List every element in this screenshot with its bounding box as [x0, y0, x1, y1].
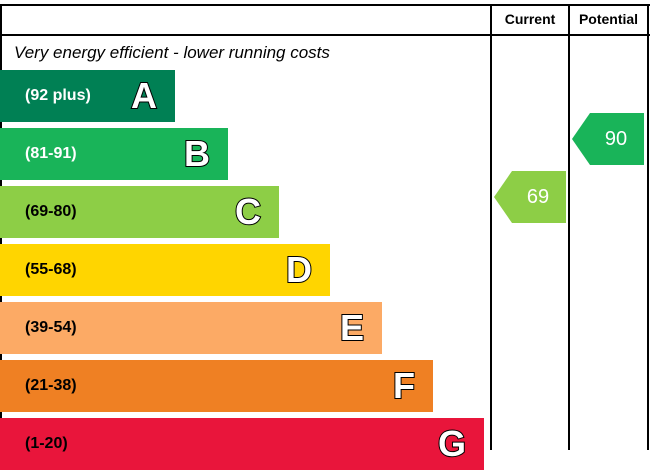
- current-rating-arrow: 69: [494, 171, 566, 223]
- band-g-range: (1-20): [25, 435, 68, 452]
- potential-rating-arrow: 90: [572, 113, 644, 165]
- band-e-range: (39-54): [25, 319, 77, 336]
- band-c-letter: C: [234, 190, 262, 233]
- current-rating-value: 69: [526, 186, 550, 208]
- band-g-letter: G: [437, 422, 467, 465]
- chart-subtitle: Very energy efficient - lower running co…: [14, 43, 330, 62]
- right-border: [647, 4, 649, 450]
- current-column-header: Current: [504, 11, 556, 27]
- potential-arrow-shape: [572, 113, 644, 165]
- band-c-range: (69-80): [25, 203, 77, 220]
- potential-rating-value: 90: [604, 128, 628, 150]
- top-border: [0, 4, 650, 6]
- band-a: (92 plus) A: [0, 70, 175, 122]
- band-a-letter: A: [130, 74, 158, 117]
- band-f: (21-38) F: [0, 360, 433, 412]
- band-e-letter: E: [339, 306, 365, 349]
- band-f-range: (21-38): [25, 377, 77, 394]
- current-column-divider: [490, 4, 492, 450]
- band-b-range: (81-91): [25, 145, 77, 162]
- header-divider: [0, 34, 650, 36]
- band-d-range: (55-68): [25, 261, 77, 278]
- band-d-letter: D: [285, 248, 313, 291]
- band-d: (55-68) D: [0, 244, 330, 296]
- potential-column-divider: [568, 4, 570, 450]
- band-f-letter: F: [392, 364, 416, 407]
- potential-column-header: Potential: [578, 11, 639, 27]
- current-arrow-shape: [494, 171, 566, 223]
- band-b-letter: B: [183, 132, 211, 175]
- band-b: (81-91) B: [0, 128, 228, 180]
- epc-chart: Current Potential Very energy efficient …: [0, 4, 650, 470]
- band-a-range: (92 plus): [25, 87, 91, 104]
- band-c: (69-80) C: [0, 186, 279, 238]
- band-e: (39-54) E: [0, 302, 382, 354]
- band-g: (1-20) G: [0, 418, 484, 470]
